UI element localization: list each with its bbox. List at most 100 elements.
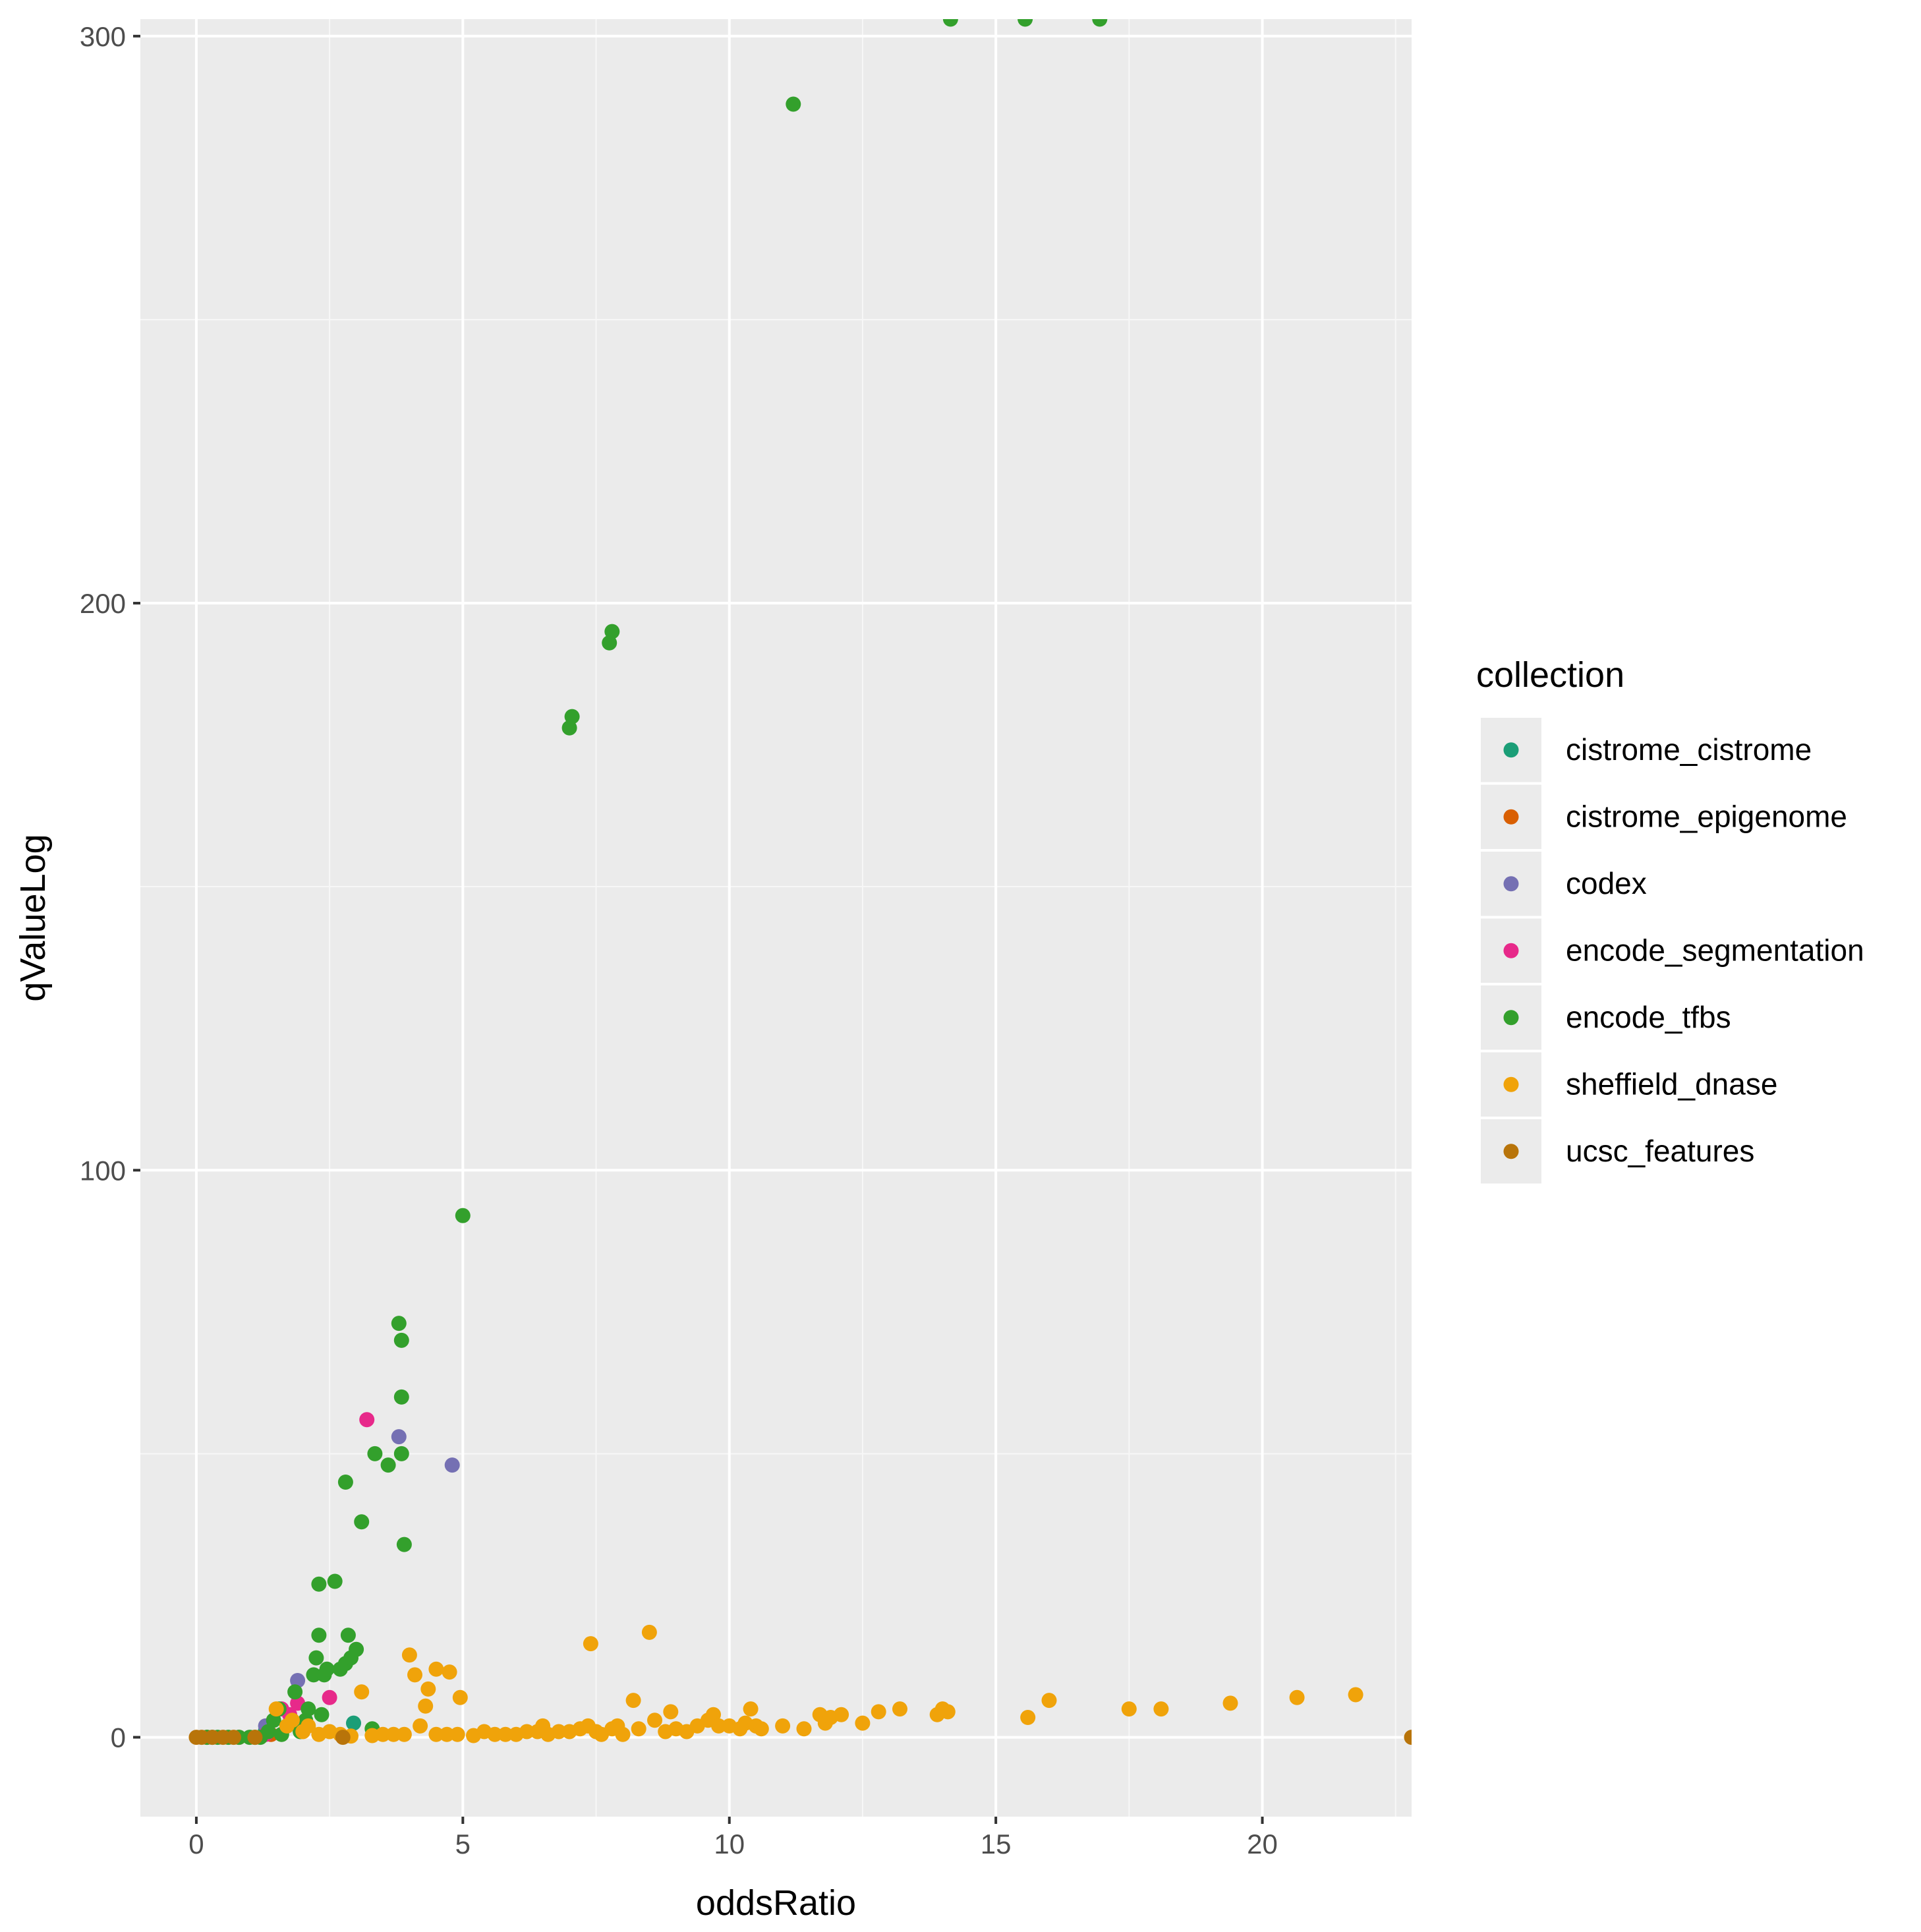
data-point-sheffield_dnase	[413, 1718, 428, 1734]
x-tick-label: 20	[1247, 1829, 1278, 1859]
data-point-encode_tfbs	[1092, 19, 1108, 27]
data-point-sheffield_dnase	[396, 1726, 412, 1742]
data-point-sheffield_dnase	[452, 1689, 468, 1705]
data-point-sheffield_dnase	[796, 1721, 812, 1737]
data-point-encode_tfbs	[393, 1446, 409, 1461]
data-point-ucsc_features	[1404, 1730, 1412, 1745]
data-point-encode_tfbs	[561, 720, 577, 736]
legend-swatch-ucsc_features	[1503, 1144, 1519, 1159]
legend-item: sheffield_dnase	[1481, 1052, 1777, 1117]
data-point-sheffield_dnase	[418, 1698, 434, 1714]
legend-item: encode_segmentation	[1481, 918, 1864, 983]
data-point-sheffield_dnase	[487, 1726, 503, 1742]
data-point-sheffield_dnase	[706, 1707, 721, 1722]
legend-label: encode_tfbs	[1566, 1000, 1731, 1034]
data-point-ucsc_features	[247, 1730, 263, 1745]
legend-label: cistrome_epigenome	[1566, 799, 1847, 833]
data-point-sheffield_dnase	[625, 1693, 641, 1709]
legend-swatch-encode_segmentation	[1503, 943, 1519, 958]
data-point-encode_tfbs	[337, 1475, 353, 1490]
legend-swatch-encode_tfbs	[1503, 1010, 1519, 1026]
y-tick-label: 100	[80, 1155, 126, 1186]
data-point-encode_tfbs	[340, 1627, 356, 1643]
data-point-encode_tfbs	[455, 1208, 471, 1223]
legend-label: codex	[1566, 866, 1647, 900]
y-axis-title: qValueLog	[13, 834, 53, 1001]
data-point-sheffield_dnase	[375, 1726, 391, 1742]
data-point-encode_tfbs	[564, 709, 580, 724]
data-point-sheffield_dnase	[834, 1707, 849, 1722]
data-point-sheffield_dnase	[428, 1726, 444, 1742]
legend-swatch-sheffield_dnase	[1503, 1076, 1519, 1092]
data-point-encode_tfbs	[319, 1661, 335, 1677]
data-point-sheffield_dnase	[519, 1724, 534, 1740]
data-point-encode_tfbs	[380, 1457, 396, 1473]
data-point-sheffield_dnase	[753, 1721, 769, 1737]
data-point-sheffield_dnase	[892, 1701, 907, 1717]
legend-title: collection	[1476, 655, 1624, 695]
data-point-ucsc_features	[226, 1730, 241, 1745]
x-tick-label: 10	[714, 1829, 745, 1859]
data-point-encode_tfbs	[287, 1684, 303, 1700]
data-point-sheffield_dnase	[401, 1647, 417, 1663]
legend-item: codex	[1481, 852, 1647, 916]
data-point-sheffield_dnase	[711, 1718, 727, 1734]
data-point-sheffield_dnase	[285, 1712, 300, 1728]
data-point-ucsc_features	[335, 1730, 351, 1745]
plot-background	[140, 19, 1412, 1817]
data-point-ucsc_features	[215, 1730, 231, 1745]
data-point-sheffield_dnase	[407, 1667, 422, 1683]
data-point-encode_segmentation	[322, 1689, 337, 1705]
data-point-sheffield_dnase	[855, 1715, 871, 1731]
data-point-encode_tfbs	[393, 1389, 409, 1405]
data-point-encode_tfbs	[327, 1573, 343, 1589]
data-point-encode_tfbs	[260, 1724, 276, 1740]
data-point-encode_tfbs	[311, 1627, 327, 1643]
data-point-sheffield_dnase	[775, 1718, 791, 1734]
data-point-encode_tfbs	[311, 1576, 327, 1592]
plot-panel	[140, 19, 1412, 1817]
data-point-sheffield_dnase	[1153, 1701, 1169, 1717]
data-point-sheffield_dnase	[1121, 1701, 1137, 1717]
data-point-encode_tfbs	[393, 1332, 409, 1348]
data-point-encode_tfbs	[301, 1701, 316, 1717]
legend-swatch-cistrome_epigenome	[1503, 809, 1519, 825]
grid-lines	[140, 19, 1412, 1817]
legend-swatch-codex	[1503, 876, 1519, 892]
data-point-sheffield_dnase	[583, 1636, 598, 1652]
x-tick-label: 0	[188, 1829, 204, 1859]
legend-swatch-cistrome_cistrome	[1503, 742, 1519, 758]
data-point-encode_tfbs	[1018, 19, 1033, 27]
data-point-encode_tfbs	[602, 635, 617, 651]
data-point-sheffield_dnase	[386, 1726, 401, 1742]
legend-item: encode_tfbs	[1481, 985, 1731, 1050]
data-point-sheffield_dnase	[449, 1726, 465, 1742]
data-point-encode_tfbs	[306, 1667, 322, 1683]
legend-item: cistrome_cistrome	[1481, 718, 1812, 782]
legend-label: ucsc_features	[1566, 1134, 1754, 1168]
data-point-sheffield_dnase	[1289, 1689, 1305, 1705]
data-point-encode_tfbs	[354, 1514, 370, 1530]
data-point-sheffield_dnase	[498, 1726, 513, 1742]
data-point-sheffield_dnase	[641, 1624, 657, 1640]
data-point-encode_tfbs	[266, 1712, 281, 1728]
legend-label: sheffield_dnase	[1566, 1067, 1777, 1101]
data-point-sheffield_dnase	[871, 1704, 886, 1720]
legend: collection cistrome_cistrome cistrome_epig…	[1476, 655, 1864, 1184]
data-point-codex	[391, 1429, 407, 1445]
data-point-sheffield_dnase	[439, 1726, 455, 1742]
data-point-encode_tfbs	[349, 1641, 364, 1657]
data-point-sheffield_dnase	[615, 1726, 631, 1742]
y-tick-label: 0	[111, 1722, 126, 1753]
y-tick-label: 200	[80, 588, 126, 619]
data-point-sheffield_dnase	[1041, 1693, 1057, 1709]
data-point-sheffield_dnase	[663, 1704, 679, 1720]
data-point-ucsc_features	[204, 1730, 220, 1745]
data-point-encode_tfbs	[786, 96, 801, 112]
data-point-sheffield_dnase	[631, 1721, 646, 1737]
data-point-encode_tfbs	[314, 1707, 330, 1722]
legend-label: encode_segmentation	[1566, 933, 1864, 967]
x-tick-label: 15	[981, 1829, 1012, 1859]
data-point-sheffield_dnase	[442, 1664, 457, 1680]
data-point-sheffield_dnase	[420, 1681, 436, 1697]
